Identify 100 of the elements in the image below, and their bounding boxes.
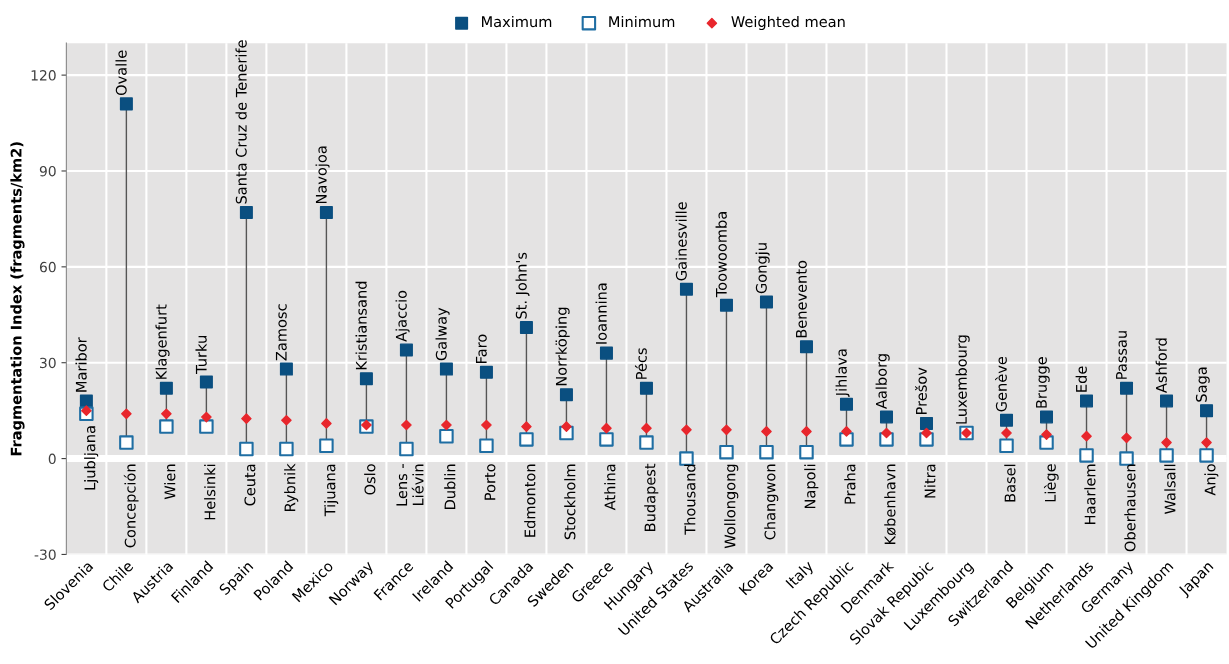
data-label: Passau xyxy=(1116,331,1127,379)
point xyxy=(1121,432,1132,444)
point xyxy=(839,432,854,447)
data-label: Edmonton xyxy=(524,464,536,537)
data-label: Genève xyxy=(995,356,1007,412)
point xyxy=(159,381,173,395)
point xyxy=(639,435,654,450)
point xyxy=(161,408,172,420)
data-label: Athina xyxy=(604,464,616,511)
point xyxy=(479,438,494,454)
point xyxy=(1041,429,1052,440)
point xyxy=(1040,410,1054,424)
point xyxy=(681,424,692,436)
point xyxy=(279,362,293,376)
data-label: Zamosc xyxy=(275,304,287,361)
point xyxy=(239,441,254,457)
data-label: Haarlem xyxy=(1084,464,1096,524)
data-label: Faro xyxy=(475,334,487,363)
data-label: Walsall xyxy=(1164,464,1176,514)
data-label: Kristiansand xyxy=(355,281,367,370)
point xyxy=(881,427,892,439)
data-label: Stockholm xyxy=(564,464,576,540)
point xyxy=(519,432,534,447)
data-label: Ljubljana xyxy=(84,426,99,490)
data-label: Prešov xyxy=(915,367,927,414)
y-axis-title: Fragmentation Index (fragments/km2) xyxy=(10,142,25,456)
point xyxy=(399,343,413,357)
point xyxy=(1120,381,1134,395)
point xyxy=(199,375,213,389)
y-tick-label: 60 xyxy=(39,261,56,273)
data-label: Benevento xyxy=(796,260,807,338)
point xyxy=(1081,430,1092,442)
data-label: Anjo xyxy=(1204,464,1219,496)
data-label: Brugge xyxy=(1036,357,1050,408)
legend-label: Minimum xyxy=(609,15,675,28)
data-label: Wien xyxy=(164,464,176,500)
point xyxy=(1159,448,1174,463)
point xyxy=(761,426,772,437)
point xyxy=(921,427,932,439)
point xyxy=(239,206,253,220)
data-label: Turku xyxy=(195,336,207,374)
point xyxy=(401,419,412,431)
data-label: Wollongong xyxy=(724,464,739,549)
point xyxy=(721,424,732,436)
point xyxy=(999,438,1014,454)
point xyxy=(679,451,694,466)
data-label: Luxembourg xyxy=(955,335,970,424)
point xyxy=(81,405,92,416)
data-label: Changwon xyxy=(764,464,779,540)
data-label: Norrköping xyxy=(555,307,570,386)
y-tick-label: -30 xyxy=(34,549,56,560)
point xyxy=(439,428,454,444)
data-label: Pécs xyxy=(634,348,647,379)
point xyxy=(839,397,853,411)
point xyxy=(801,426,812,437)
y-tick-label: 120 xyxy=(31,70,56,81)
point xyxy=(479,365,493,379)
data-label: Lens - Liévin xyxy=(396,464,424,506)
point xyxy=(1161,437,1172,448)
point xyxy=(79,394,93,408)
point xyxy=(1201,437,1212,448)
data-label: Ioannina xyxy=(595,283,607,344)
point xyxy=(1079,448,1094,463)
data-label: Ceuta xyxy=(244,464,256,506)
data-label: Klagenfurt xyxy=(155,304,170,379)
point xyxy=(1119,451,1134,466)
point xyxy=(919,416,934,430)
point xyxy=(1160,394,1174,408)
point xyxy=(121,408,132,420)
data-label: Concepción xyxy=(123,464,139,548)
point xyxy=(799,340,813,354)
data-label: Ede xyxy=(1075,366,1087,392)
point xyxy=(1080,394,1094,408)
point xyxy=(521,421,532,432)
data-label: Gainesville xyxy=(675,202,687,281)
point xyxy=(441,419,452,431)
legend-label: Maximum xyxy=(482,15,552,28)
point xyxy=(319,438,334,454)
data-label: Praha xyxy=(844,464,856,504)
data-label: Nitra xyxy=(924,464,936,498)
point xyxy=(799,444,814,460)
point xyxy=(719,444,734,460)
data-label: Dublin xyxy=(444,464,456,510)
y-tick-label: 30 xyxy=(40,357,56,369)
point xyxy=(1001,427,1012,439)
point xyxy=(1199,448,1214,463)
point xyxy=(199,419,214,434)
point xyxy=(601,422,612,434)
point xyxy=(319,206,333,220)
point xyxy=(639,381,653,395)
data-label: Ajaccio xyxy=(395,290,410,342)
data-label: Helsinki xyxy=(204,464,216,520)
point xyxy=(641,422,652,434)
data-label: St. John's xyxy=(515,252,530,319)
point xyxy=(119,97,133,111)
data-label: Galway xyxy=(435,307,450,361)
data-label: Gongju xyxy=(755,243,770,294)
point xyxy=(399,441,414,457)
point xyxy=(119,435,134,450)
point xyxy=(1200,404,1214,418)
